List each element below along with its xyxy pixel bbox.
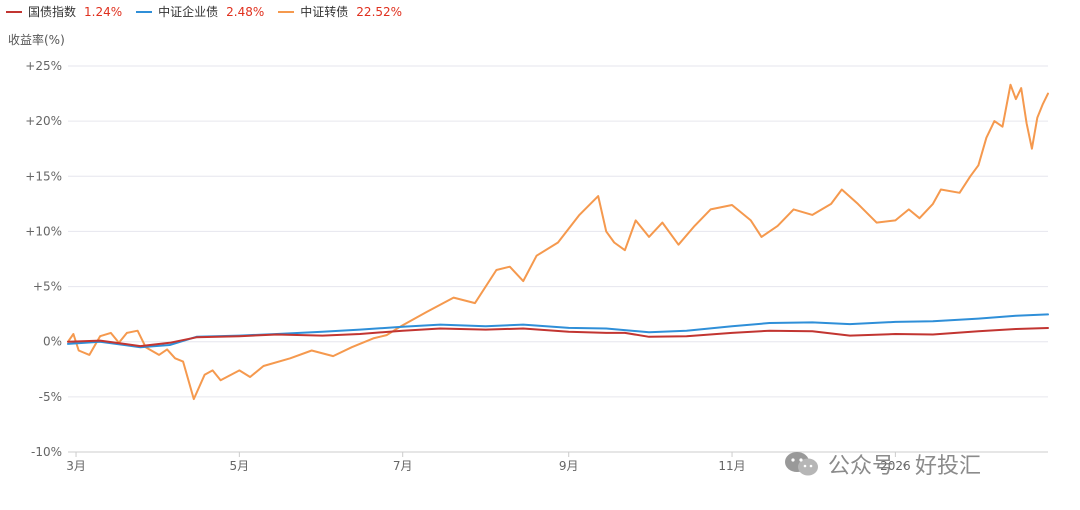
y-tick-label: -10%: [31, 445, 62, 459]
legend-series-name: 中证转债: [300, 5, 349, 19]
x-tick-label: 7月: [393, 459, 413, 473]
y-tick-label: +15%: [25, 169, 62, 183]
x-tick-label: 2026: [880, 459, 911, 473]
legend-series-name: 国债指数: [28, 5, 77, 19]
legend-series-name: 中证企业债: [158, 5, 219, 19]
x-tick-label: 3月: [66, 459, 86, 473]
legend-series-value: 2.48%: [226, 4, 265, 19]
y-tick-label: +10%: [25, 224, 62, 238]
y-tick-label: 0%: [43, 335, 62, 349]
series-line-1: [67, 327, 1049, 348]
legend-swatch: [278, 10, 295, 13]
y-tick-label: +20%: [25, 114, 62, 128]
legend-series-value: 1.24%: [84, 4, 123, 19]
x-tick-label: 9月: [559, 459, 579, 473]
legend-swatch: [136, 10, 153, 13]
wechat-icon: [785, 452, 818, 476]
watermark-text: 公众号 · 好投汇: [828, 454, 981, 479]
y-axis-title: 收益率(%): [8, 33, 65, 47]
legend-item-3[interactable]: 中证转债 22.52%: [278, 3, 402, 20]
x-tick-label: 5月: [230, 459, 250, 473]
legend-item-2[interactable]: 中证企业债 2.48%: [136, 3, 264, 20]
y-tick-label: +5%: [33, 280, 62, 294]
legend-series-value: 22.52%: [356, 4, 403, 19]
y-tick-label: -5%: [39, 390, 62, 404]
watermark: 公众号 · 好投汇: [784, 448, 981, 480]
y-tick-label: +25%: [25, 59, 62, 73]
legend: 国债指数 1.24% 中证企业债 2.48% 中证转债 22.52%: [6, 3, 402, 20]
series-line-3: [67, 83, 1049, 401]
legend-item-1[interactable]: 国债指数 1.24%: [6, 3, 122, 20]
legend-swatch: [6, 10, 22, 13]
x-tick-label: 11月: [718, 459, 745, 473]
